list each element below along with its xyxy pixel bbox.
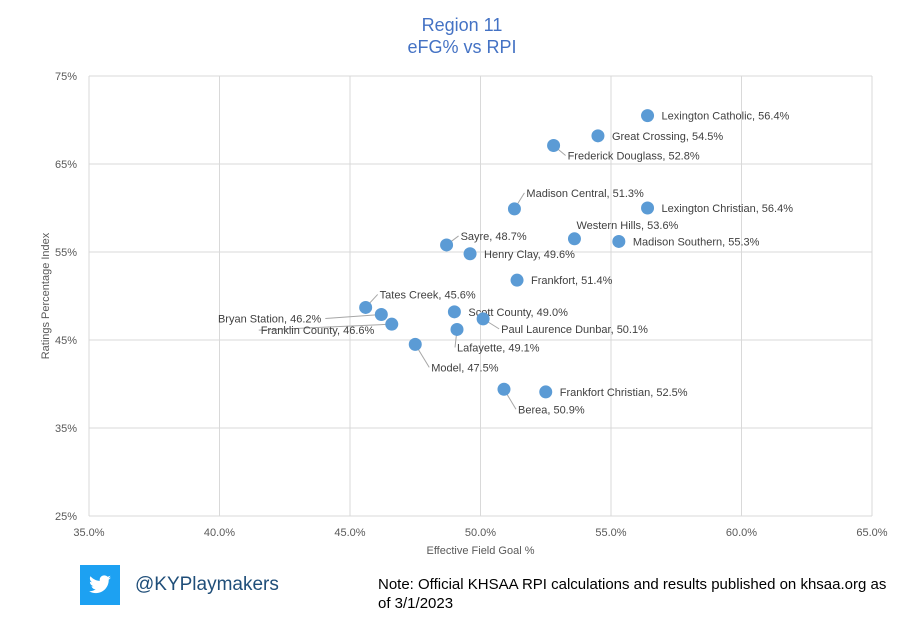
twitter-bird-icon <box>89 575 111 594</box>
y-tick-label: 35% <box>55 423 77 435</box>
x-tick-label: 60.0% <box>726 527 757 539</box>
data-point <box>450 322 464 336</box>
data-point <box>497 382 511 396</box>
chart-title: Region 11 <box>421 15 503 35</box>
x-tick-label: 45.0% <box>334 527 365 539</box>
data-point <box>476 312 490 326</box>
data-label: Lexington Catholic, 56.4% <box>662 111 790 123</box>
data-point <box>463 247 477 261</box>
y-tick-label: 65% <box>55 159 77 171</box>
twitter-handle: @KYPlaymakers <box>135 574 279 595</box>
data-label: Lafayette, 49.1% <box>457 342 540 354</box>
y-tick-label: 45% <box>55 335 77 347</box>
chart-title-block: Region 11 eFG% vs RPI <box>0 14 924 58</box>
data-point <box>507 202 521 216</box>
data-label: Model, 47.5% <box>431 362 498 374</box>
data-label: Sayre, 48.7% <box>461 231 527 243</box>
data-label: Lexington Christian, 56.4% <box>662 203 794 215</box>
twitter-logo <box>80 565 120 605</box>
data-point <box>359 300 373 314</box>
data-point <box>374 307 388 321</box>
data-point <box>408 337 422 351</box>
data-label: Frankfort Christian, 52.5% <box>560 387 688 399</box>
data-point <box>641 109 655 123</box>
data-label: Paul Laurence Dunbar, 50.1% <box>501 324 648 336</box>
data-label: Bryan Station, 46.2% <box>218 313 322 325</box>
source-note: Note: Official KHSAA RPI calculations an… <box>378 576 887 612</box>
data-label: Tates Creek, 45.6% <box>380 289 476 301</box>
x-tick-label: 65.0% <box>856 527 887 539</box>
y-tick-label: 55% <box>55 247 77 259</box>
data-point <box>385 317 399 331</box>
data-label: Frankfort, 51.4% <box>531 275 613 287</box>
y-axis-title: Ratings Percentage Index <box>40 232 52 359</box>
data-point <box>547 139 561 153</box>
chart-subtitle: eFG% vs RPI <box>407 37 517 57</box>
data-label: Madison Southern, 55.3% <box>633 236 760 248</box>
data-point <box>641 201 655 215</box>
point-leader-line <box>325 313 382 319</box>
data-point <box>440 238 454 252</box>
data-label: Frederick Douglass, 52.8% <box>568 151 700 163</box>
x-tick-label: 40.0% <box>204 527 235 539</box>
data-label: Scott County, 49.0% <box>468 307 568 319</box>
data-point <box>539 385 553 399</box>
data-point <box>447 305 461 319</box>
y-tick-label: 75% <box>55 71 77 83</box>
y-tick-label: 25% <box>55 511 77 523</box>
data-label: Madison Central, 51.3% <box>526 188 644 200</box>
point-leader-line <box>258 323 392 331</box>
data-label: Western Hills, 53.6% <box>576 220 678 232</box>
data-point <box>510 273 524 287</box>
data-label: Berea, 50.9% <box>518 404 585 416</box>
x-tick-label: 35.0% <box>73 527 104 539</box>
data-label: Franklin County, 46.6% <box>261 325 375 337</box>
data-point <box>591 129 605 143</box>
x-tick-label: 55.0% <box>595 527 626 539</box>
data-point <box>567 232 581 246</box>
data-label: Great Crossing, 54.5% <box>612 131 723 143</box>
x-tick-label: 50.0% <box>465 527 496 539</box>
data-label: Henry Clay, 49.6% <box>484 249 575 261</box>
data-point <box>612 234 626 248</box>
x-axis-title: Effective Field Goal % <box>426 545 534 557</box>
